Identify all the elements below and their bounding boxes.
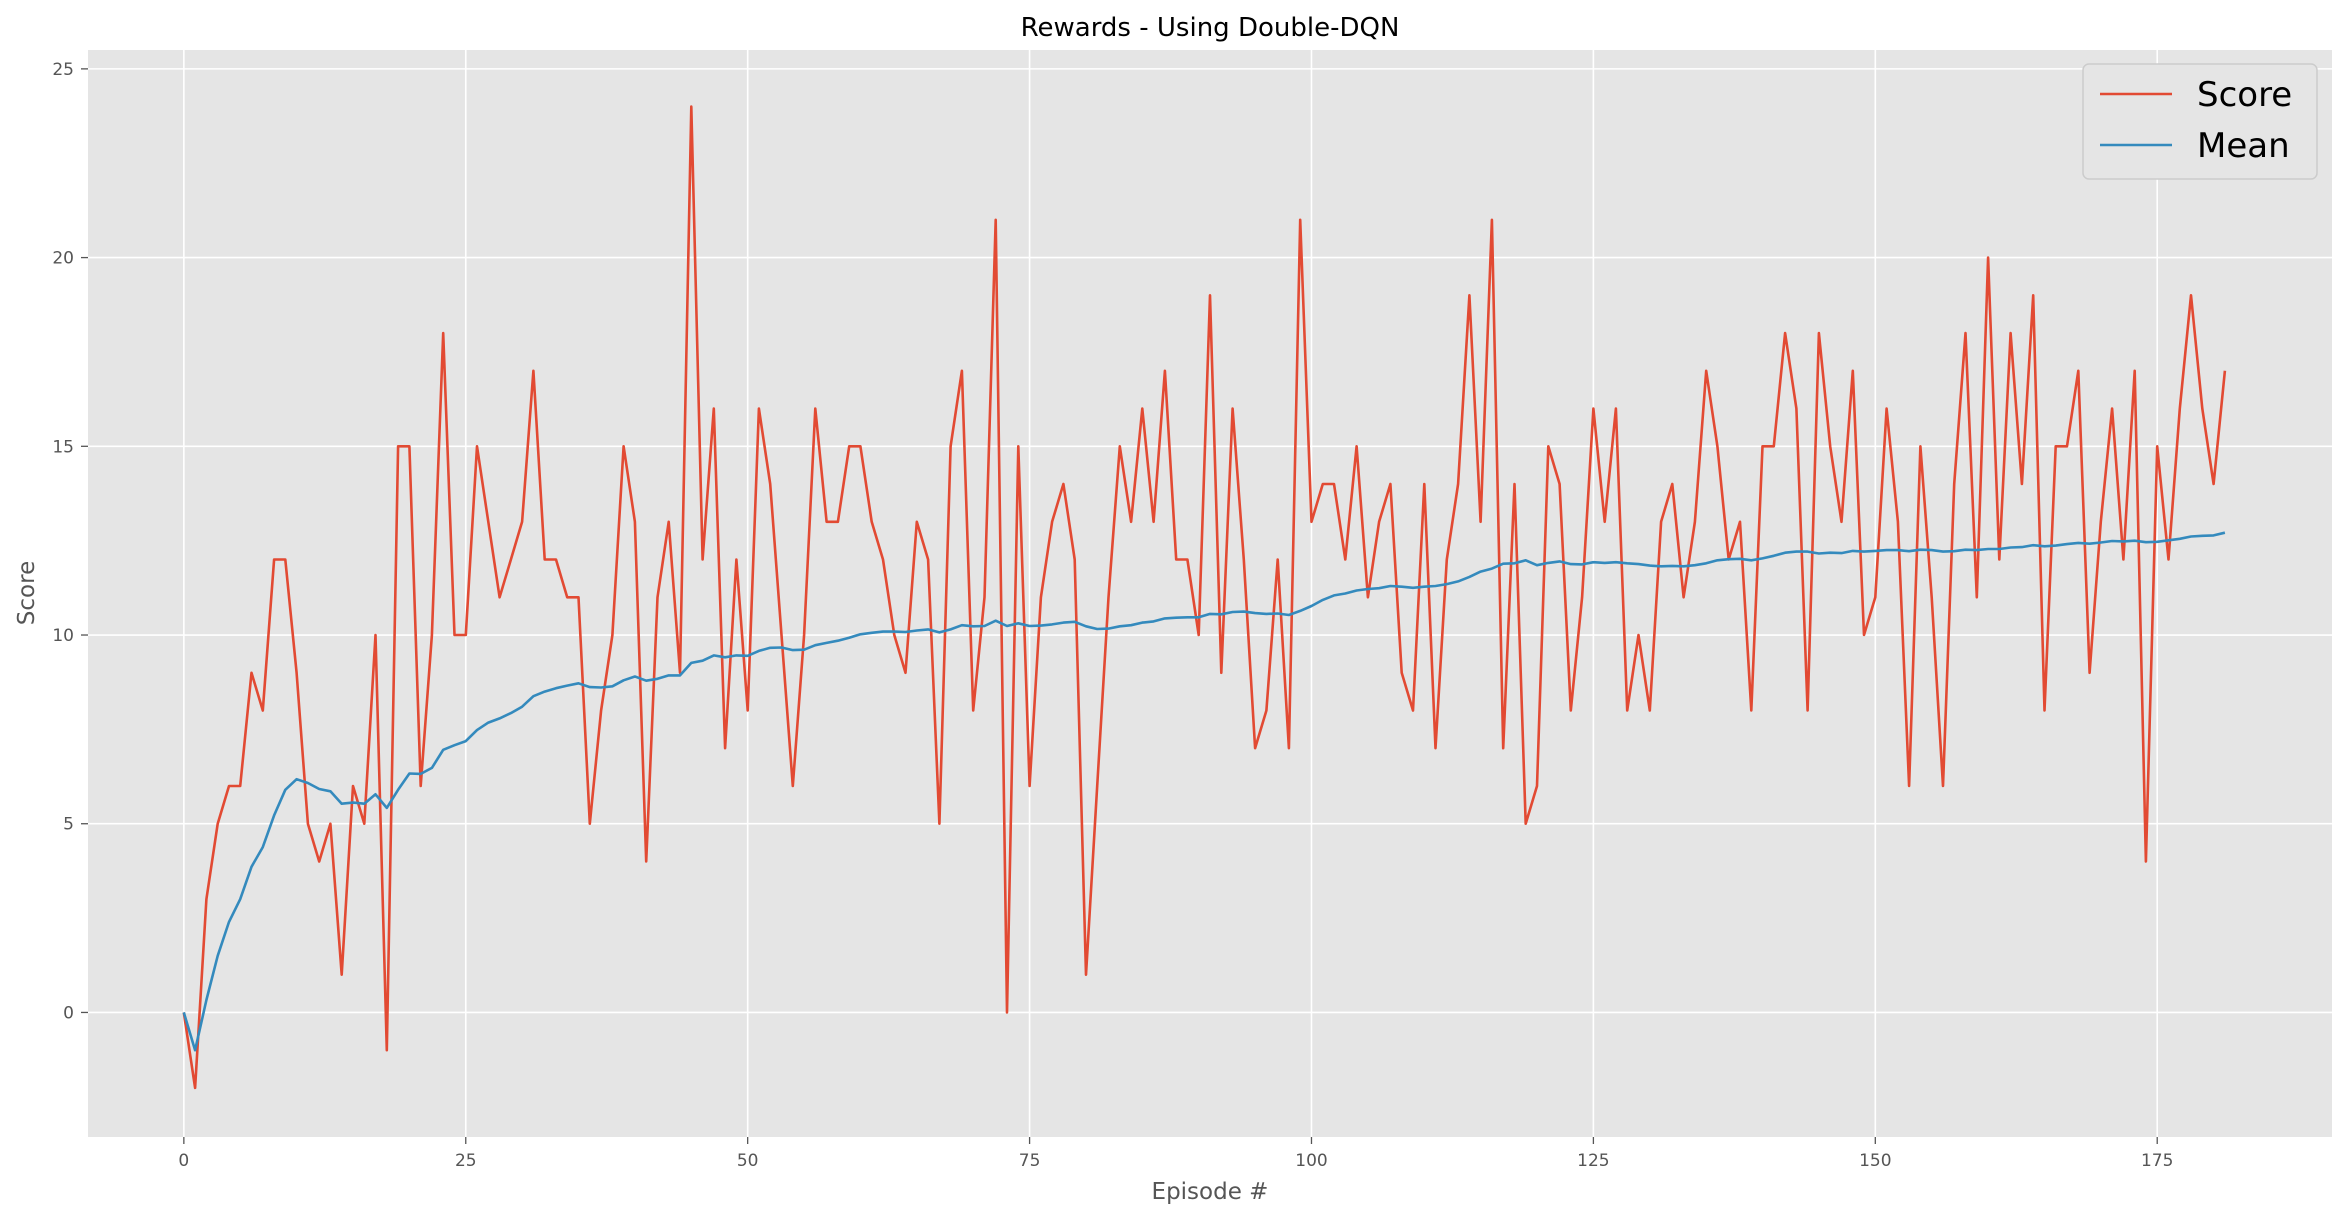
y-axis-ticks: 0 5 10 15 20 25 (52, 60, 88, 1023)
legend: Score Mean (2082, 63, 2318, 180)
plot-area (88, 50, 2332, 1137)
series-lines (182, 105, 2227, 1090)
legend-label-score: Score (2197, 75, 2292, 115)
x-tick-label: 125 (1577, 1151, 1609, 1171)
x-tick-label: 75 (1019, 1151, 1041, 1171)
y-tick-label: 0 (63, 1003, 74, 1023)
legend-label-mean: Mean (2197, 126, 2290, 166)
x-tick-label: 25 (455, 1151, 477, 1171)
series-line-mean (182, 531, 2226, 1052)
x-tick-label: 0 (178, 1151, 189, 1171)
x-tick-label: 50 (737, 1151, 759, 1171)
series-line-score (182, 105, 2227, 1090)
x-tick-label: 175 (2141, 1151, 2173, 1171)
y-tick-label: 10 (52, 626, 74, 646)
x-axis-ticks: 0 25 50 75 100 125 150 175 (178, 1137, 2173, 1171)
y-tick-label: 20 (52, 249, 74, 269)
y-tick-label: 25 (52, 60, 74, 80)
y-axis-label: Score (14, 561, 40, 625)
x-tick-label: 150 (1859, 1151, 1891, 1171)
y-tick-label: 15 (52, 437, 74, 457)
x-axis-label: Episode # (1152, 1179, 1269, 1205)
x-tick-label: 100 (1295, 1151, 1327, 1171)
y-tick-label: 5 (63, 815, 74, 835)
chart-title: Rewards - Using Double-DQN (1021, 13, 1400, 43)
